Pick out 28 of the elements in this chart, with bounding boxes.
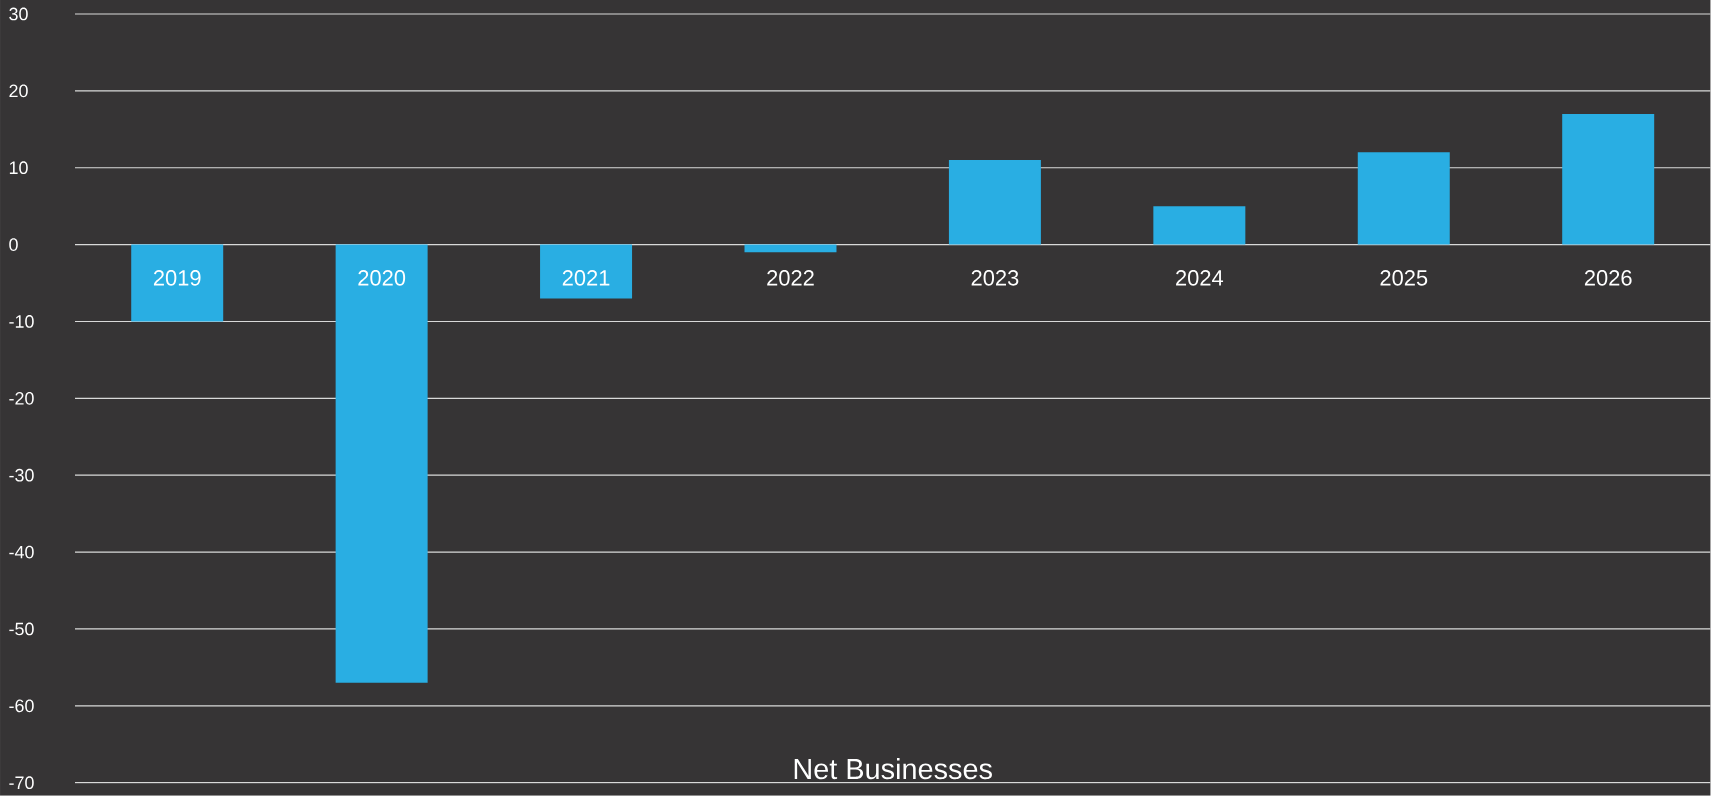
bar bbox=[335, 244, 428, 683]
x-tick-label: 2025 bbox=[1380, 270, 1428, 286]
x-axis-title: Net Businesses bbox=[794, 758, 992, 780]
x-tick-label: 2020 bbox=[358, 270, 406, 286]
y-tick-label: 0 bbox=[9, 238, 18, 252]
y-tick-label: -20 bbox=[9, 392, 34, 405]
x-tick-label: 2019 bbox=[153, 270, 201, 286]
bar bbox=[948, 160, 1041, 245]
y-tick-label: -50 bbox=[9, 622, 34, 636]
bar bbox=[540, 244, 633, 299]
x-tick-label: 2023 bbox=[971, 270, 1019, 286]
y-tick-label: -70 bbox=[9, 776, 34, 790]
bar bbox=[1562, 114, 1655, 245]
bar bbox=[1153, 206, 1246, 245]
y-tick-label: 30 bbox=[9, 7, 28, 21]
y-tick-label: -40 bbox=[9, 545, 34, 559]
bar bbox=[131, 244, 224, 322]
x-tick-label: 2024 bbox=[1176, 270, 1224, 286]
x-tick-label: 2026 bbox=[1584, 270, 1632, 286]
bar bbox=[744, 244, 837, 253]
x-tick-label: 2022 bbox=[767, 270, 814, 286]
x-tick-label: 2021 bbox=[562, 270, 610, 286]
y-tick-label: 10 bbox=[9, 161, 28, 175]
bar bbox=[1357, 152, 1450, 245]
y-tick-label: -60 bbox=[9, 699, 34, 713]
y-tick-label: -10 bbox=[9, 315, 34, 328]
y-tick-label: 20 bbox=[9, 84, 28, 98]
y-tick-label: -30 bbox=[9, 469, 34, 482]
